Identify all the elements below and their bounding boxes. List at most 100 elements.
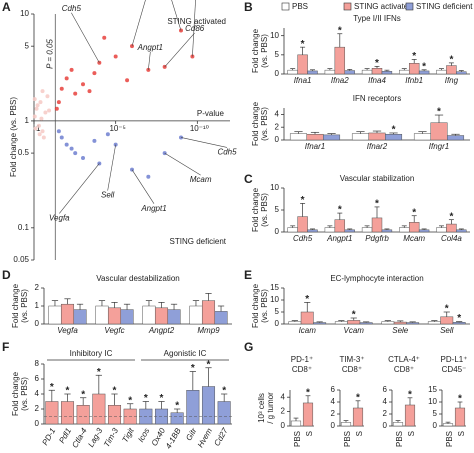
significance-star: *	[338, 25, 342, 36]
bar	[297, 216, 308, 233]
bar	[406, 322, 420, 325]
x-tick-label: 4-1BB	[164, 426, 183, 450]
panel-label: F	[2, 340, 9, 354]
y-tick-label: 6	[383, 385, 388, 394]
significance-star: *	[449, 55, 453, 66]
x-tick-label: PBS	[293, 431, 302, 447]
panel-title: PD-1⁺	[291, 355, 313, 364]
panel-title: CD8⁺	[394, 365, 414, 374]
significance-star: *	[437, 107, 441, 118]
y-tick-label: 2	[35, 404, 40, 413]
bar	[186, 390, 200, 425]
x-tick-label: S	[407, 431, 416, 436]
bar	[142, 305, 156, 325]
significance-star: *	[457, 313, 461, 324]
point	[47, 108, 52, 113]
x-tick-label: Tigit	[120, 426, 136, 444]
x-tick-label: Ifnar1	[305, 142, 325, 151]
y-tick-label: 2	[331, 409, 336, 418]
y-tick-label: 4	[35, 389, 40, 398]
x-tick-label: Ifna4	[368, 76, 386, 85]
bar	[297, 54, 308, 75]
leader-line	[148, 51, 151, 70]
significance-star: *	[306, 387, 310, 398]
bar	[307, 70, 318, 75]
bar	[413, 133, 431, 141]
y-axis-title: (vs. PBS)	[260, 193, 269, 227]
bar	[368, 132, 386, 141]
y-tick-label: 0	[281, 421, 286, 430]
significance-star: *	[458, 394, 462, 405]
x-tick-label: Sele	[392, 326, 409, 335]
y-tick-label: 15	[428, 385, 437, 394]
y-axis-title: Fold change	[11, 371, 20, 416]
significance-star: *	[449, 211, 453, 222]
significance-star: *	[144, 393, 148, 404]
bar	[324, 227, 336, 233]
point	[81, 82, 85, 87]
point	[64, 142, 69, 147]
bar	[323, 134, 341, 141]
point	[39, 116, 44, 121]
point	[113, 54, 118, 59]
x-tick-label: Ifnb1	[405, 76, 423, 85]
panel-title: CD8⁺	[342, 365, 362, 374]
panel-label: D	[2, 268, 11, 282]
y-tick-label: 4	[331, 397, 336, 406]
bar	[408, 222, 420, 233]
panel-title: EC-lymphocyte interaction	[330, 274, 423, 283]
point	[41, 135, 46, 140]
significance-star: *	[305, 294, 309, 305]
bar	[399, 69, 410, 75]
x-tick-label: Sell	[440, 326, 454, 335]
x-tick-label: PBS	[343, 431, 352, 447]
y-axis-title: / g tumor	[266, 392, 275, 424]
bar	[371, 217, 383, 233]
y-tick-label: 5	[275, 205, 280, 214]
bar	[351, 133, 369, 141]
bar	[76, 405, 90, 425]
x-tick-label: Lag-3	[86, 426, 104, 449]
y-tick-label: 0	[383, 421, 388, 430]
point	[92, 138, 97, 143]
bar	[217, 401, 231, 425]
y-tick-label: 0	[275, 227, 280, 236]
panel-label: G	[244, 340, 253, 354]
point	[69, 146, 74, 151]
x-tick-label: Ifna2	[331, 76, 349, 85]
bar	[381, 229, 393, 233]
legend-swatch	[281, 2, 290, 11]
y-axis-title: Fold change	[251, 187, 260, 232]
bar	[287, 227, 298, 233]
bar	[347, 320, 361, 325]
y-tick-label: 0	[35, 419, 40, 428]
x-tick-label: Ifng	[445, 76, 459, 85]
x-tick-label: Icos	[136, 427, 151, 444]
bar	[361, 227, 373, 233]
gene-label: Angpt1	[137, 43, 163, 52]
bar	[442, 423, 454, 427]
leader-line	[164, 152, 201, 176]
significance-star: *	[191, 363, 195, 374]
bar	[446, 65, 457, 75]
bar	[48, 305, 62, 325]
bar	[352, 407, 364, 427]
y-axis-title: Fold change (vs. PBS)	[9, 97, 18, 177]
point	[97, 60, 102, 65]
y-tick-label: 5	[275, 307, 280, 316]
y-tick-label: 15	[270, 283, 279, 292]
x-tick-label: Hvem	[196, 426, 214, 449]
bar	[361, 69, 373, 75]
legend-label: STING activated	[354, 2, 413, 11]
point	[33, 126, 38, 131]
bar	[436, 227, 447, 233]
x-tick-label: PBS	[445, 431, 454, 447]
bar	[154, 307, 169, 325]
y-tick-label: 2	[281, 407, 286, 416]
panel-title: CTLA-4⁺	[388, 355, 420, 364]
bar	[201, 300, 216, 325]
x-tick-label: Vegfc	[104, 326, 124, 335]
bar	[334, 219, 346, 233]
bar	[288, 321, 302, 325]
bar	[120, 309, 134, 325]
